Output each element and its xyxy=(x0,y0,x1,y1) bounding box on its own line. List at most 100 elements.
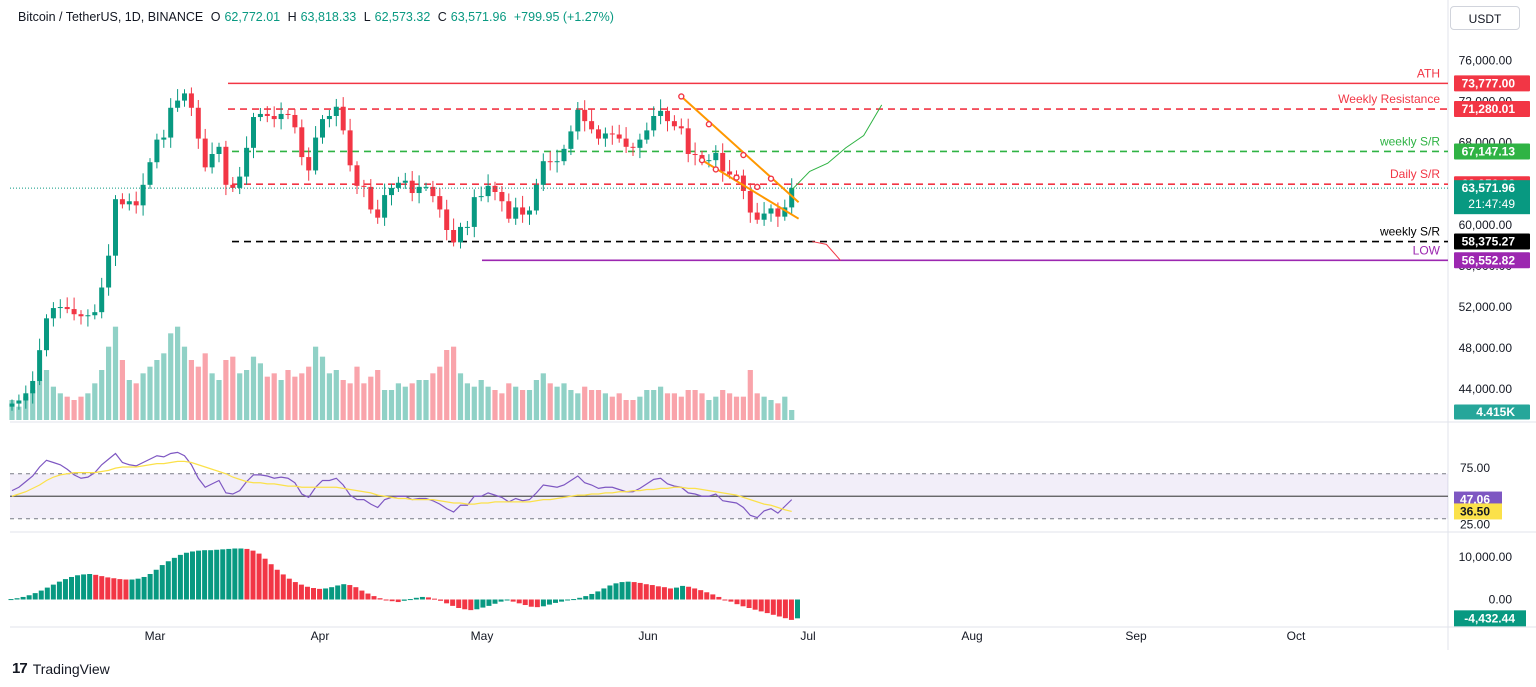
pattern-point xyxy=(678,93,685,100)
macd-bar xyxy=(450,599,456,606)
bullish-forecast-path xyxy=(791,104,883,191)
volume-bar xyxy=(278,380,284,420)
tradingview-logo-icon: 17 xyxy=(12,660,28,677)
macd-bar xyxy=(625,581,631,600)
macd-bar xyxy=(601,588,607,600)
macd-bar xyxy=(129,579,135,600)
last-price-tag-bg xyxy=(1454,180,1530,215)
macd-bar xyxy=(758,599,764,612)
volume-bar xyxy=(609,396,615,420)
ath-price-tag-bg xyxy=(1454,75,1530,92)
weekly-sr-price-tag: 67,147.13 xyxy=(1462,144,1516,158)
volume-bar xyxy=(464,383,470,420)
macd-bar xyxy=(62,579,68,600)
candle-body xyxy=(789,187,795,208)
volume-bar xyxy=(685,390,691,420)
candle-body xyxy=(685,128,691,154)
candle-body xyxy=(292,114,298,128)
volume-bar xyxy=(354,366,360,420)
volume-bar xyxy=(92,383,98,420)
y-tick-label: 60,000.00 xyxy=(1459,218,1513,232)
macd-bar xyxy=(401,599,407,601)
volume-bar xyxy=(78,396,84,420)
macd-bar xyxy=(619,582,625,600)
candle-body xyxy=(278,113,284,120)
macd-bar xyxy=(716,596,722,600)
volume-bar xyxy=(112,326,119,420)
symbol-title[interactable]: Bitcoin / TetherUS, 1D, BINANCE xyxy=(18,10,204,24)
macd-bar xyxy=(528,599,534,607)
macd-bar xyxy=(262,558,268,600)
volume-bar xyxy=(409,383,415,420)
currency-button[interactable]: USDT xyxy=(1450,6,1520,30)
tradingview-logo[interactable]: 17 TradingView xyxy=(12,660,110,677)
level-name: Daily S/R xyxy=(1390,167,1440,181)
candle-body xyxy=(678,126,684,129)
candle-body xyxy=(540,161,546,185)
macd-bar xyxy=(105,577,111,600)
macd-bar xyxy=(202,550,208,600)
volume-bar xyxy=(85,393,91,420)
low-price-tag: 56,552.82 xyxy=(1462,253,1516,267)
candle-body xyxy=(727,171,733,175)
candle-body xyxy=(492,185,498,192)
candle-body xyxy=(216,146,222,154)
candle-body xyxy=(326,116,332,120)
macd-bar xyxy=(468,599,474,611)
macd-value-tag-bg xyxy=(1454,610,1526,627)
macd-bar xyxy=(498,599,504,602)
volume-bar xyxy=(692,390,698,420)
bearish-forecast-path xyxy=(812,241,841,261)
candle-body xyxy=(71,309,77,315)
macd-bar xyxy=(75,575,81,600)
candle-body xyxy=(299,127,305,158)
candle-body xyxy=(630,146,636,148)
macd-bar xyxy=(480,599,486,608)
volume-bar xyxy=(257,363,263,420)
candle-body xyxy=(513,207,519,219)
candle-body xyxy=(444,209,450,230)
candle-body xyxy=(271,116,277,120)
candle-body xyxy=(257,113,263,118)
wedge-upper-line xyxy=(680,95,800,204)
candle-body xyxy=(92,312,98,316)
candle-body xyxy=(596,129,601,139)
candle-body xyxy=(320,119,325,138)
candle-body xyxy=(478,196,484,198)
candle-body xyxy=(168,107,174,138)
candle-body xyxy=(706,160,712,162)
candle-body xyxy=(568,131,574,149)
volume-bar xyxy=(671,393,677,420)
candle-body xyxy=(671,121,677,127)
candle-body xyxy=(78,314,84,317)
volume-bar xyxy=(444,350,450,420)
candle-body xyxy=(782,207,788,217)
macd-bar xyxy=(183,552,189,600)
macd-bar xyxy=(14,598,20,600)
volume-bar xyxy=(747,370,753,420)
volume-bar xyxy=(720,390,726,420)
pattern-point xyxy=(705,121,713,128)
candle-body xyxy=(720,152,726,172)
macd-bar xyxy=(190,551,195,600)
low-value: 62,573.32 xyxy=(374,10,431,24)
candle-body xyxy=(113,199,118,256)
weekly-sr-low-price-tag-bg xyxy=(1454,233,1530,250)
volume-bar xyxy=(154,360,160,420)
macd-bar xyxy=(752,599,758,610)
y-tick-label: 44,000.00 xyxy=(1459,382,1513,396)
macd-bar xyxy=(244,548,250,600)
candle-body xyxy=(361,185,367,187)
macd-bar xyxy=(643,584,649,600)
candle-body xyxy=(547,161,553,163)
candle-body xyxy=(582,109,588,122)
rsi-ma-tag: 36.50 xyxy=(1460,504,1490,518)
macd-bar xyxy=(425,597,431,600)
macd-bar xyxy=(595,591,601,600)
macd-bar xyxy=(383,599,389,601)
macd-bar xyxy=(655,586,661,600)
weekly-resistance-price-tag-bg xyxy=(1454,101,1530,118)
volume-bar xyxy=(575,393,581,420)
macd-bar xyxy=(93,574,99,600)
